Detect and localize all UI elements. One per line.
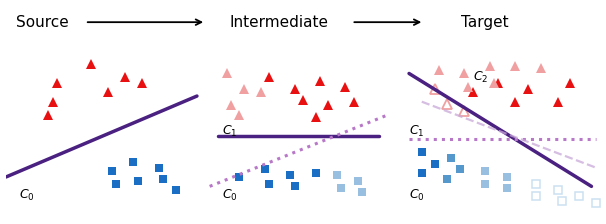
Text: Target: Target <box>461 15 508 30</box>
Text: $C_1$: $C_1$ <box>409 124 425 139</box>
Text: $C_1$: $C_1$ <box>222 124 238 139</box>
Text: Intermediate: Intermediate <box>229 15 328 30</box>
Text: Source: Source <box>16 15 69 30</box>
Text: $C_0$: $C_0$ <box>19 188 35 203</box>
Text: $C_0$: $C_0$ <box>409 188 425 203</box>
Text: $C_2$: $C_2$ <box>473 70 488 85</box>
Text: $C_0$: $C_0$ <box>222 188 238 203</box>
